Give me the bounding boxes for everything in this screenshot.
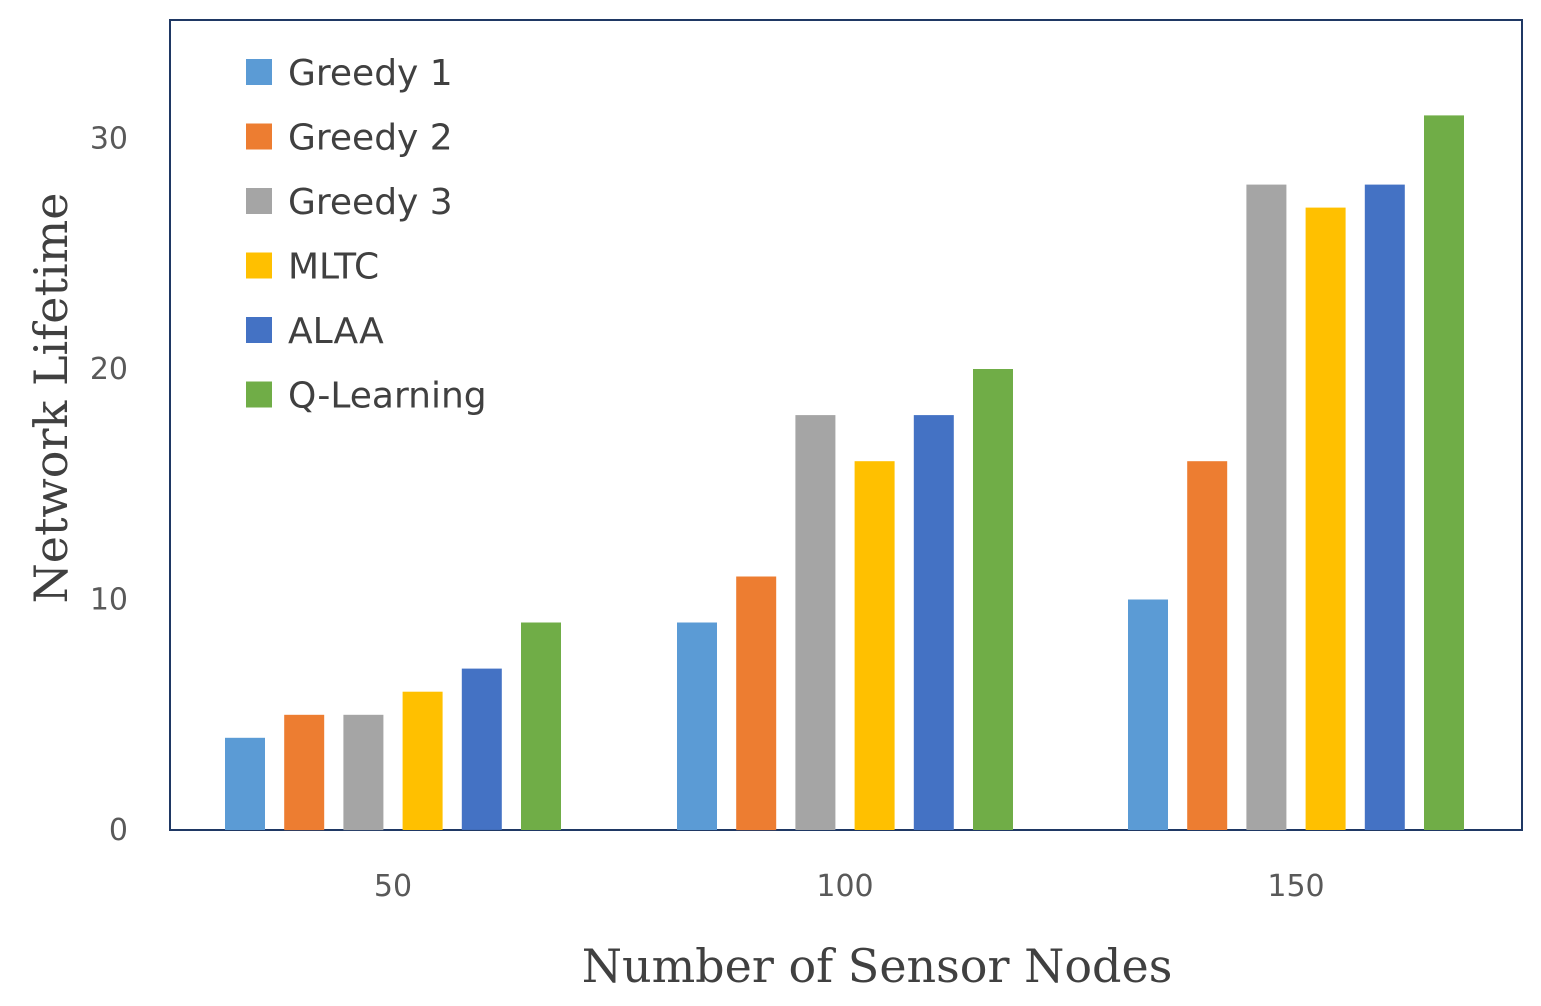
bar-greedy-2-150 bbox=[1187, 461, 1228, 830]
bar-mltc-150 bbox=[1305, 207, 1346, 831]
bar-greedy-3-150 bbox=[1246, 184, 1287, 831]
bar-greedy-2-100 bbox=[736, 576, 777, 831]
x-tick-label: 50 bbox=[374, 869, 412, 904]
legend-label: Greedy 3 bbox=[288, 182, 453, 223]
y-tick-label: 30 bbox=[90, 122, 128, 157]
bars-group bbox=[225, 115, 1464, 831]
bar-greedy-3-100 bbox=[795, 415, 836, 830]
legend-swatch bbox=[246, 123, 272, 150]
legend-swatch bbox=[246, 188, 272, 214]
legend-label: Q-Learning bbox=[288, 376, 487, 417]
legend-swatch bbox=[246, 317, 272, 343]
bar-q-learning-50 bbox=[521, 622, 561, 830]
y-tick-label: 20 bbox=[90, 352, 128, 387]
legend: Greedy 1 Greedy 2 Greedy 3 MLTC ALAA Q-Learni… bbox=[246, 53, 487, 417]
x-tick-labels: 50 100 150 bbox=[374, 869, 1325, 904]
bar-greedy-1-100 bbox=[677, 622, 717, 830]
bar-mltc-100 bbox=[854, 461, 895, 830]
bar-greedy-1-50 bbox=[225, 737, 265, 830]
bar-greedy-2-50 bbox=[284, 714, 325, 831]
bar-greedy-3-50 bbox=[343, 714, 384, 831]
bar-alaa-150 bbox=[1364, 184, 1405, 831]
x-tick-label: 150 bbox=[1267, 869, 1324, 904]
legend-label: Greedy 2 bbox=[288, 118, 453, 159]
bar-alaa-50 bbox=[461, 668, 502, 830]
legend-label: Greedy 1 bbox=[288, 53, 453, 94]
legend-label: MLTC bbox=[288, 247, 379, 288]
legend-swatch bbox=[246, 59, 272, 85]
x-axis-title: Number of Sensor Nodes bbox=[582, 939, 1173, 993]
plot-frame bbox=[169, 19, 1523, 831]
legend-swatch bbox=[246, 252, 272, 279]
bar-q-learning-150 bbox=[1424, 115, 1464, 830]
x-tick-label: 100 bbox=[816, 869, 873, 904]
y-tick-label: 10 bbox=[90, 583, 128, 618]
bar-q-learning-100 bbox=[973, 369, 1013, 830]
y-axis-title: Network Lifetime bbox=[24, 192, 78, 603]
y-tick-labels: 0 10 20 30 bbox=[90, 122, 128, 849]
y-tick-label: 0 bbox=[109, 813, 128, 848]
bar-alaa-100 bbox=[913, 415, 954, 830]
legend-label: ALAA bbox=[288, 311, 384, 352]
bar-greedy-1-150 bbox=[1128, 599, 1168, 830]
bar-mltc-50 bbox=[402, 691, 443, 830]
legend-swatch bbox=[246, 381, 272, 408]
